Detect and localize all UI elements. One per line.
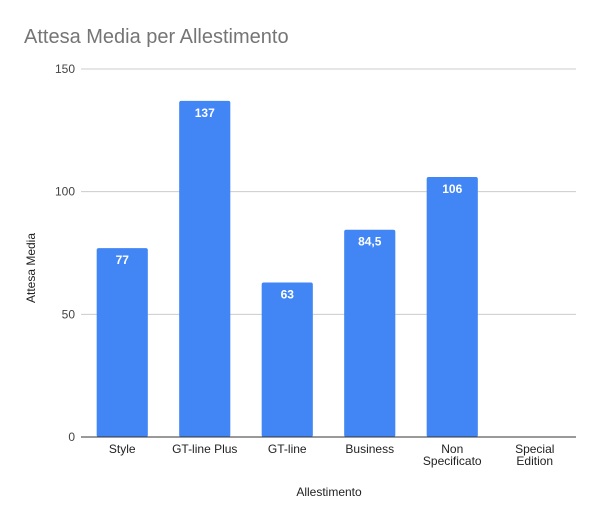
x-tick-labels: Style GT-line Plus GT-line Business NonSpeci…: [109, 442, 555, 468]
x-tick-label: Non: [441, 442, 463, 456]
x-tick-label: Style: [109, 442, 136, 456]
x-tick-label: Specificato: [423, 454, 482, 468]
bar-value-label: 106: [442, 182, 462, 196]
x-tick-label: GT-line Plus: [172, 442, 237, 456]
x-tick-label: Special: [515, 442, 554, 456]
y-tick-label: 0: [68, 430, 75, 444]
bar-value-label: 137: [195, 106, 215, 120]
bar: [96, 248, 148, 437]
x-tick-label: Edition: [516, 454, 553, 468]
bar: [344, 229, 396, 437]
gridlines: [81, 68, 576, 315]
y-tick-label: 50: [62, 307, 76, 321]
bar: [261, 282, 313, 437]
y-tick-label: 150: [55, 62, 75, 76]
bar: [179, 100, 231, 437]
x-tick-label: GT-line: [268, 442, 307, 456]
y-axis-title: Attesa Media: [24, 233, 38, 303]
bar-value-label: 77: [116, 253, 130, 267]
bar-value-label: 84,5: [358, 235, 382, 249]
value-labels: 77 137 63 84,5 106: [116, 106, 463, 302]
x-tick-label: Business: [345, 442, 394, 456]
bar: [426, 176, 478, 438]
bar-value-label: 63: [281, 287, 295, 301]
y-tick-labels: 0 50 100 150: [55, 62, 75, 444]
bars: [96, 100, 478, 438]
y-tick-label: 100: [55, 185, 75, 199]
x-axis-title: Allestimento: [296, 485, 362, 499]
chart-title: Attesa Media per Allestimento: [24, 26, 289, 48]
